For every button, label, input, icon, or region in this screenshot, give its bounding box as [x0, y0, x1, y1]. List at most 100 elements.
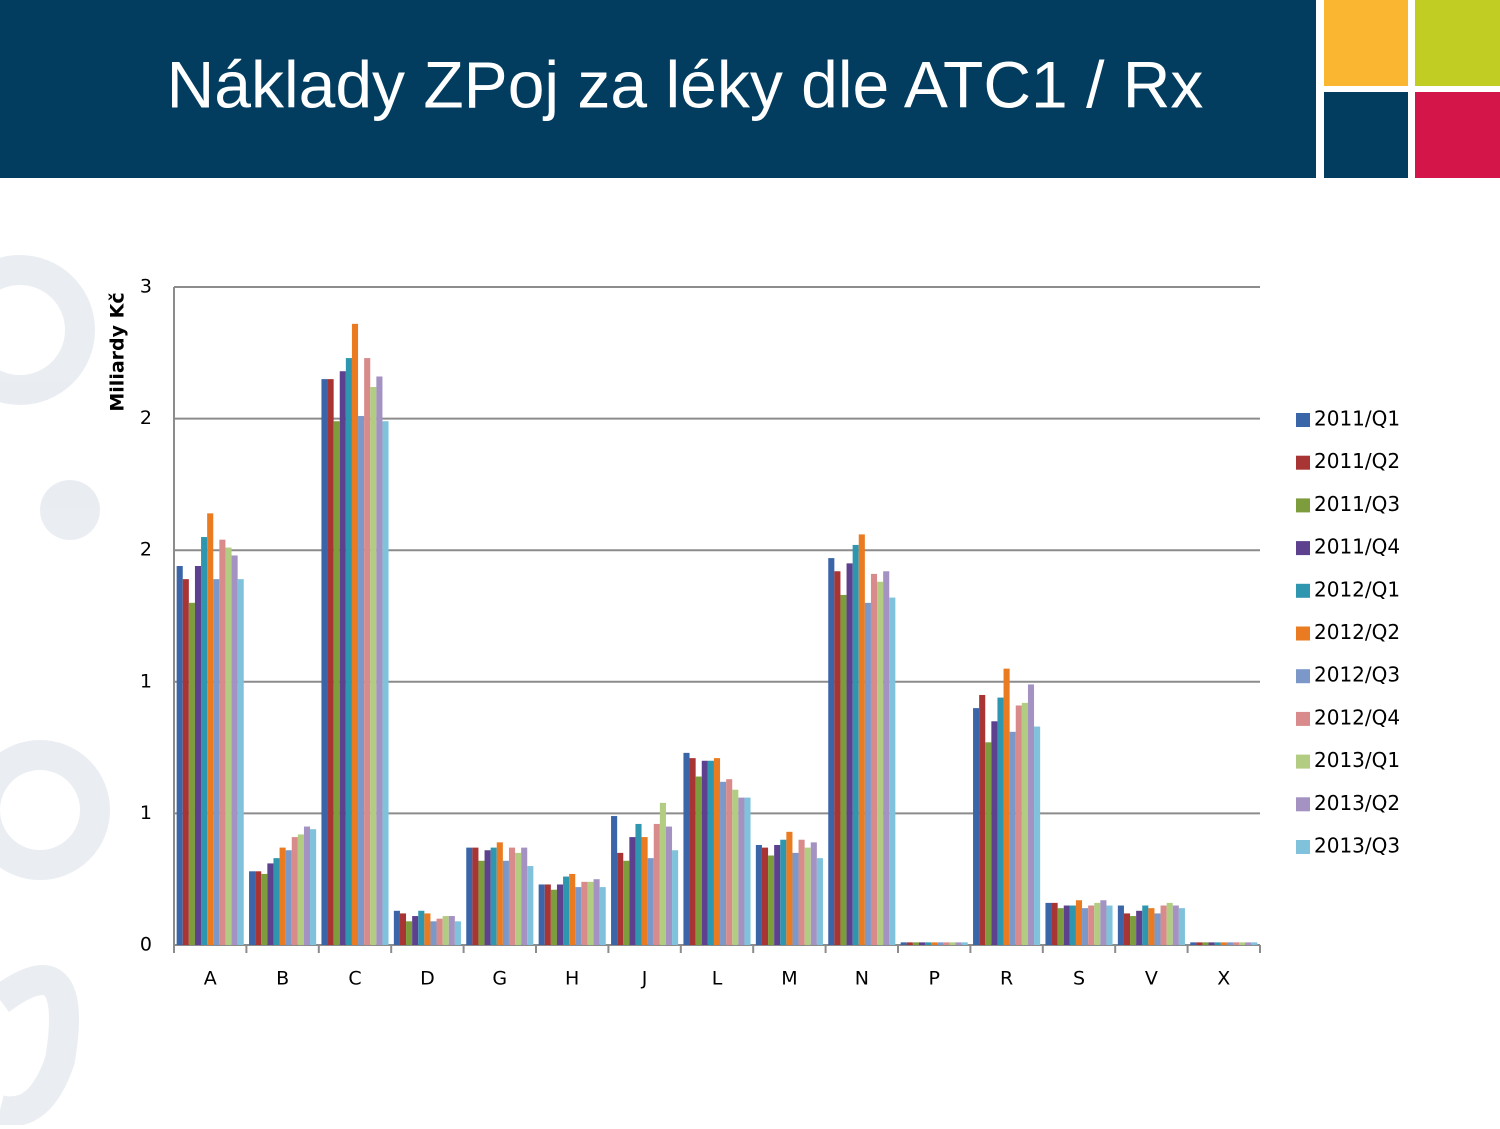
x-tick-label: J [641, 968, 648, 990]
bar [1075, 900, 1083, 945]
bar [761, 847, 769, 945]
legend-label: 2013/Q1 [1314, 748, 1400, 772]
bar [182, 579, 189, 945]
bar [672, 850, 679, 945]
x-tick-label: C [348, 968, 361, 990]
bar [345, 358, 352, 946]
legend-label: 2011/Q2 [1314, 449, 1400, 473]
bar [912, 942, 919, 945]
bar [611, 816, 618, 945]
bar [1082, 908, 1089, 945]
y-tick-label: 2 [140, 539, 152, 561]
bar [515, 852, 522, 945]
bar [249, 871, 256, 945]
bar [755, 844, 762, 945]
bar [1009, 731, 1016, 945]
bar [1069, 905, 1076, 945]
bar [683, 752, 690, 945]
bar [430, 921, 437, 945]
bar [297, 834, 304, 945]
bar [1106, 905, 1113, 945]
legend-label: 2013/Q3 [1314, 834, 1400, 858]
legend-swatch [1296, 413, 1310, 427]
bar [201, 537, 208, 945]
x-tick-label: V [1145, 968, 1158, 990]
y-tick-label: 1 [140, 670, 152, 692]
bar [454, 921, 461, 945]
bar [412, 916, 419, 945]
bar [883, 571, 890, 945]
bar [961, 942, 968, 945]
bar [804, 847, 811, 945]
bar [1034, 726, 1041, 945]
bar [1220, 942, 1227, 945]
bar [1245, 942, 1252, 945]
bar [949, 942, 956, 945]
legend-swatch [1296, 583, 1310, 598]
bar [900, 942, 907, 945]
bar [828, 558, 835, 945]
bar [623, 860, 630, 945]
bar [496, 842, 503, 945]
bar [1142, 905, 1149, 945]
bar [653, 823, 660, 945]
bar [442, 916, 449, 945]
y-tick-label: 2 [140, 407, 152, 429]
bar [738, 797, 745, 945]
bar [194, 565, 202, 945]
bar [563, 876, 570, 945]
x-tick-label: H [565, 968, 579, 990]
bar [629, 837, 636, 945]
bar [1160, 905, 1167, 945]
x-tick-label: N [855, 968, 869, 990]
bar [521, 847, 528, 945]
bar [285, 850, 292, 945]
bar [659, 802, 666, 945]
bar [979, 694, 986, 945]
bar [303, 826, 311, 945]
bar [237, 579, 244, 945]
bar [870, 573, 878, 945]
bar [925, 942, 932, 945]
bar [1239, 942, 1246, 945]
x-tick-label: D [420, 968, 435, 990]
bar [1226, 942, 1233, 945]
bar [382, 421, 389, 945]
bar [641, 837, 648, 945]
bar [1003, 668, 1010, 945]
deco-square [1415, 92, 1500, 178]
bar [364, 358, 371, 946]
bar [985, 742, 992, 945]
bar [858, 534, 865, 945]
bar [1045, 902, 1052, 945]
bar [816, 858, 823, 945]
bar [587, 881, 594, 945]
bar [744, 797, 751, 945]
legend-swatch [1296, 626, 1310, 641]
bar [937, 942, 944, 945]
bar [406, 921, 413, 945]
legend-swatch [1296, 455, 1310, 470]
bar [780, 839, 787, 945]
bar [665, 826, 673, 945]
bar [556, 884, 564, 945]
bar [231, 555, 238, 945]
bar [931, 942, 938, 945]
deco-square [1415, 0, 1500, 86]
bar [877, 581, 884, 945]
bar [786, 831, 793, 945]
bar [418, 910, 425, 945]
bar [1154, 913, 1161, 945]
bar [732, 789, 739, 945]
bar [472, 847, 479, 945]
bar [261, 873, 268, 945]
bar [701, 760, 708, 945]
bar [508, 847, 516, 945]
bar [768, 855, 775, 945]
bar [834, 571, 841, 945]
bar [720, 781, 727, 945]
bar [840, 594, 847, 945]
y-tick-label: 0 [140, 934, 152, 956]
bar [1088, 905, 1095, 945]
bar [647, 858, 654, 945]
